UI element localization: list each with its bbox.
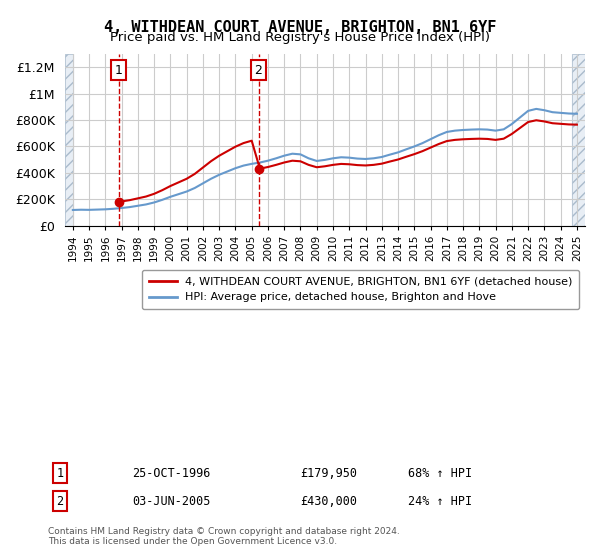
Bar [65,54,73,226]
Bar [65,54,73,226]
Bar [572,54,585,226]
Text: 68% ↑ HPI: 68% ↑ HPI [408,466,472,480]
Text: 4, WITHDEAN COURT AVENUE, BRIGHTON, BN1 6YF: 4, WITHDEAN COURT AVENUE, BRIGHTON, BN1 … [104,20,496,35]
Text: 25-OCT-1996: 25-OCT-1996 [132,466,211,480]
Text: 03-JUN-2005: 03-JUN-2005 [132,494,211,508]
Text: £179,950: £179,950 [300,466,357,480]
Bar [572,54,585,226]
Text: Price paid vs. HM Land Registry's House Price Index (HPI): Price paid vs. HM Land Registry's House … [110,31,490,44]
Text: 1: 1 [115,63,122,77]
Text: £430,000: £430,000 [300,494,357,508]
Text: 2: 2 [56,494,64,508]
Text: Contains HM Land Registry data © Crown copyright and database right 2024.
This d: Contains HM Land Registry data © Crown c… [48,526,400,546]
Text: 24% ↑ HPI: 24% ↑ HPI [408,494,472,508]
Legend: 4, WITHDEAN COURT AVENUE, BRIGHTON, BN1 6YF (detached house), HPI: Average price: 4, WITHDEAN COURT AVENUE, BRIGHTON, BN1 … [142,270,580,309]
Text: 1: 1 [56,466,64,480]
Text: 2: 2 [254,63,262,77]
